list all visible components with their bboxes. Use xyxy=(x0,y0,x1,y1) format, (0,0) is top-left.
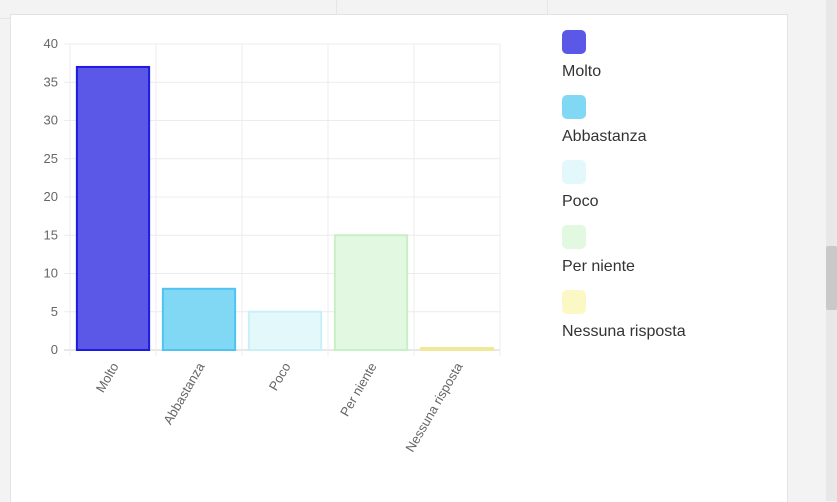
x-tick-label: Poco xyxy=(266,360,294,393)
legend: Molto Abbastanza Poco Per niente Nessuna… xyxy=(562,30,702,355)
x-axis-ticks: Molto Abbastanza Poco Per niente Nessuna ris… xyxy=(93,359,466,454)
x-tick-label: Abbastanza xyxy=(160,359,208,427)
y-tick-label: 0 xyxy=(51,342,58,357)
y-tick-label: 25 xyxy=(44,151,58,166)
bar-abbastanza[interactable] xyxy=(161,287,237,351)
legend-item-poco[interactable]: Poco xyxy=(562,160,702,215)
legend-label: Poco xyxy=(562,193,599,210)
legend-item-molto[interactable]: Molto xyxy=(562,30,702,85)
legend-swatch xyxy=(562,95,586,119)
legend-swatch xyxy=(562,30,586,54)
bar-molto[interactable] xyxy=(75,65,151,351)
y-tick-label: 5 xyxy=(51,304,58,319)
y-tick-label: 30 xyxy=(44,113,58,128)
bar-poco[interactable] xyxy=(247,310,323,351)
column-divider xyxy=(336,0,337,18)
y-tick-label: 20 xyxy=(44,189,58,204)
y-tick-label: 10 xyxy=(44,266,58,281)
y-tick-label: 40 xyxy=(44,36,58,51)
legend-swatch xyxy=(562,290,586,314)
bar-nessuna-risposta[interactable] xyxy=(419,347,495,351)
y-tick-label: 35 xyxy=(44,74,58,89)
bars xyxy=(75,65,495,351)
x-tick-label: Molto xyxy=(93,360,122,395)
x-tick-label: Per niente xyxy=(337,360,380,419)
y-tick-label: 15 xyxy=(44,227,58,242)
legend-label: Nessuna risposta xyxy=(562,323,686,340)
column-divider xyxy=(547,0,548,18)
legend-label: Abbastanza xyxy=(562,128,647,145)
scrollbar-thumb[interactable] xyxy=(826,246,837,310)
bar-per-niente[interactable] xyxy=(333,234,409,351)
legend-label: Molto xyxy=(562,63,602,80)
y-axis-ticks: 0 5 10 15 20 25 30 35 40 xyxy=(44,36,58,357)
legend-label: Per niente xyxy=(562,258,635,275)
legend-item-nessuna-risposta[interactable]: Nessuna risposta xyxy=(562,290,702,345)
legend-item-abbastanza[interactable]: Abbastanza xyxy=(562,95,702,150)
legend-swatch xyxy=(562,160,586,184)
legend-swatch xyxy=(562,225,586,249)
legend-item-per-niente[interactable]: Per niente xyxy=(562,225,702,280)
x-tick-label: Nessuna risposta xyxy=(402,359,466,454)
